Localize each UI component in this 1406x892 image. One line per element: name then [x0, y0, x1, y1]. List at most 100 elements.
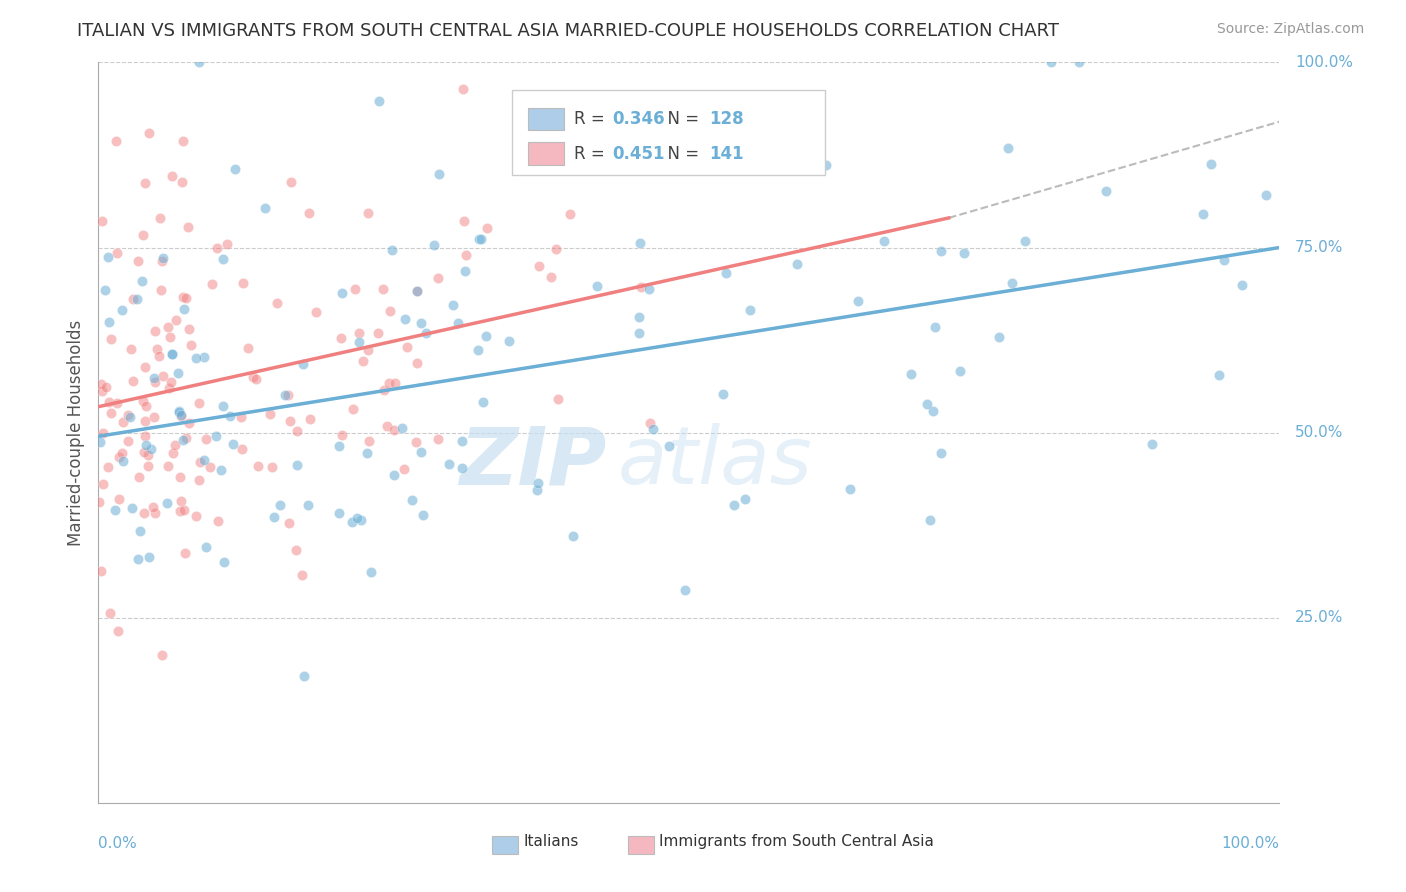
- Point: [219, 409, 242, 424]
- Point: [156, 496, 179, 510]
- Point: [426, 432, 449, 446]
- Point: [637, 282, 659, 296]
- Point: [285, 542, 308, 557]
- Point: [188, 474, 211, 488]
- Point: [628, 310, 651, 324]
- Point: [1140, 437, 1163, 451]
- Point: [236, 341, 259, 355]
- Point: [152, 369, 174, 384]
- Point: [107, 450, 129, 465]
- Point: [628, 235, 651, 250]
- Point: [117, 408, 139, 422]
- Point: [253, 201, 276, 215]
- Point: [128, 524, 150, 538]
- Point: [470, 231, 492, 245]
- Point: [229, 409, 252, 424]
- Text: 25.0%: 25.0%: [1295, 610, 1343, 625]
- Point: [162, 446, 184, 460]
- Point: [375, 418, 398, 433]
- Point: [173, 503, 195, 517]
- Point: [94, 283, 117, 297]
- Point: [544, 242, 567, 256]
- Point: [173, 302, 195, 317]
- Point: [172, 176, 194, 190]
- Text: ZIP: ZIP: [458, 423, 606, 501]
- Point: [740, 303, 762, 318]
- Point: [132, 227, 155, 242]
- Point: [242, 370, 264, 384]
- Point: [143, 324, 166, 338]
- Point: [406, 284, 429, 298]
- Point: [298, 205, 321, 219]
- Point: [146, 342, 169, 356]
- Point: [277, 388, 299, 402]
- Point: [97, 250, 120, 264]
- Point: [127, 551, 149, 566]
- Point: [391, 421, 413, 435]
- Point: [373, 383, 395, 397]
- Point: [160, 347, 183, 361]
- Point: [1201, 157, 1223, 171]
- Point: [349, 334, 371, 349]
- Point: [1001, 276, 1024, 290]
- Text: Immigrants from South Central Asia: Immigrants from South Central Asia: [659, 834, 935, 849]
- Point: [953, 246, 976, 260]
- Point: [547, 392, 569, 407]
- Point: [1095, 184, 1118, 198]
- Point: [172, 290, 194, 304]
- Point: [423, 237, 446, 252]
- Point: [122, 374, 145, 388]
- Point: [378, 376, 401, 390]
- Point: [527, 476, 550, 491]
- Text: atlas: atlas: [619, 423, 813, 501]
- Point: [165, 313, 187, 327]
- Point: [949, 364, 972, 378]
- Point: [138, 549, 160, 564]
- Point: [136, 448, 159, 462]
- Point: [94, 380, 117, 394]
- Point: [359, 434, 381, 448]
- Point: [209, 462, 232, 476]
- Point: [263, 509, 285, 524]
- Point: [105, 245, 128, 260]
- Point: [90, 384, 112, 398]
- Point: [108, 492, 131, 507]
- Point: [212, 252, 235, 267]
- Point: [446, 316, 468, 330]
- Point: [342, 402, 364, 417]
- Point: [350, 513, 373, 527]
- Point: [117, 434, 139, 449]
- Point: [714, 267, 737, 281]
- Point: [139, 442, 162, 457]
- FancyBboxPatch shape: [512, 90, 825, 175]
- Point: [142, 409, 165, 424]
- Point: [384, 376, 406, 391]
- Point: [929, 244, 952, 259]
- Point: [357, 343, 380, 357]
- Point: [328, 506, 350, 520]
- Point: [918, 512, 941, 526]
- Point: [427, 271, 450, 285]
- Point: [1230, 278, 1253, 293]
- Point: [394, 312, 416, 326]
- Point: [135, 400, 157, 414]
- Point: [405, 434, 427, 449]
- Point: [921, 404, 943, 418]
- Point: [673, 583, 696, 598]
- Text: 0.451: 0.451: [612, 145, 665, 162]
- Point: [406, 356, 429, 370]
- Point: [169, 404, 191, 418]
- Point: [157, 381, 180, 395]
- Point: [638, 416, 661, 430]
- Point: [98, 315, 121, 329]
- Point: [166, 366, 188, 380]
- Point: [406, 285, 429, 299]
- Point: [915, 397, 938, 411]
- Point: [277, 516, 299, 530]
- Point: [560, 207, 582, 221]
- Point: [97, 460, 120, 475]
- Text: ITALIAN VS IMMIGRANTS FROM SOUTH CENTRAL ASIA MARRIED-COUPLE HOUSEHOLDS CORRELAT: ITALIAN VS IMMIGRANTS FROM SOUTH CENTRAL…: [77, 22, 1059, 40]
- Point: [149, 211, 172, 226]
- Point: [142, 500, 165, 514]
- Point: [205, 241, 228, 255]
